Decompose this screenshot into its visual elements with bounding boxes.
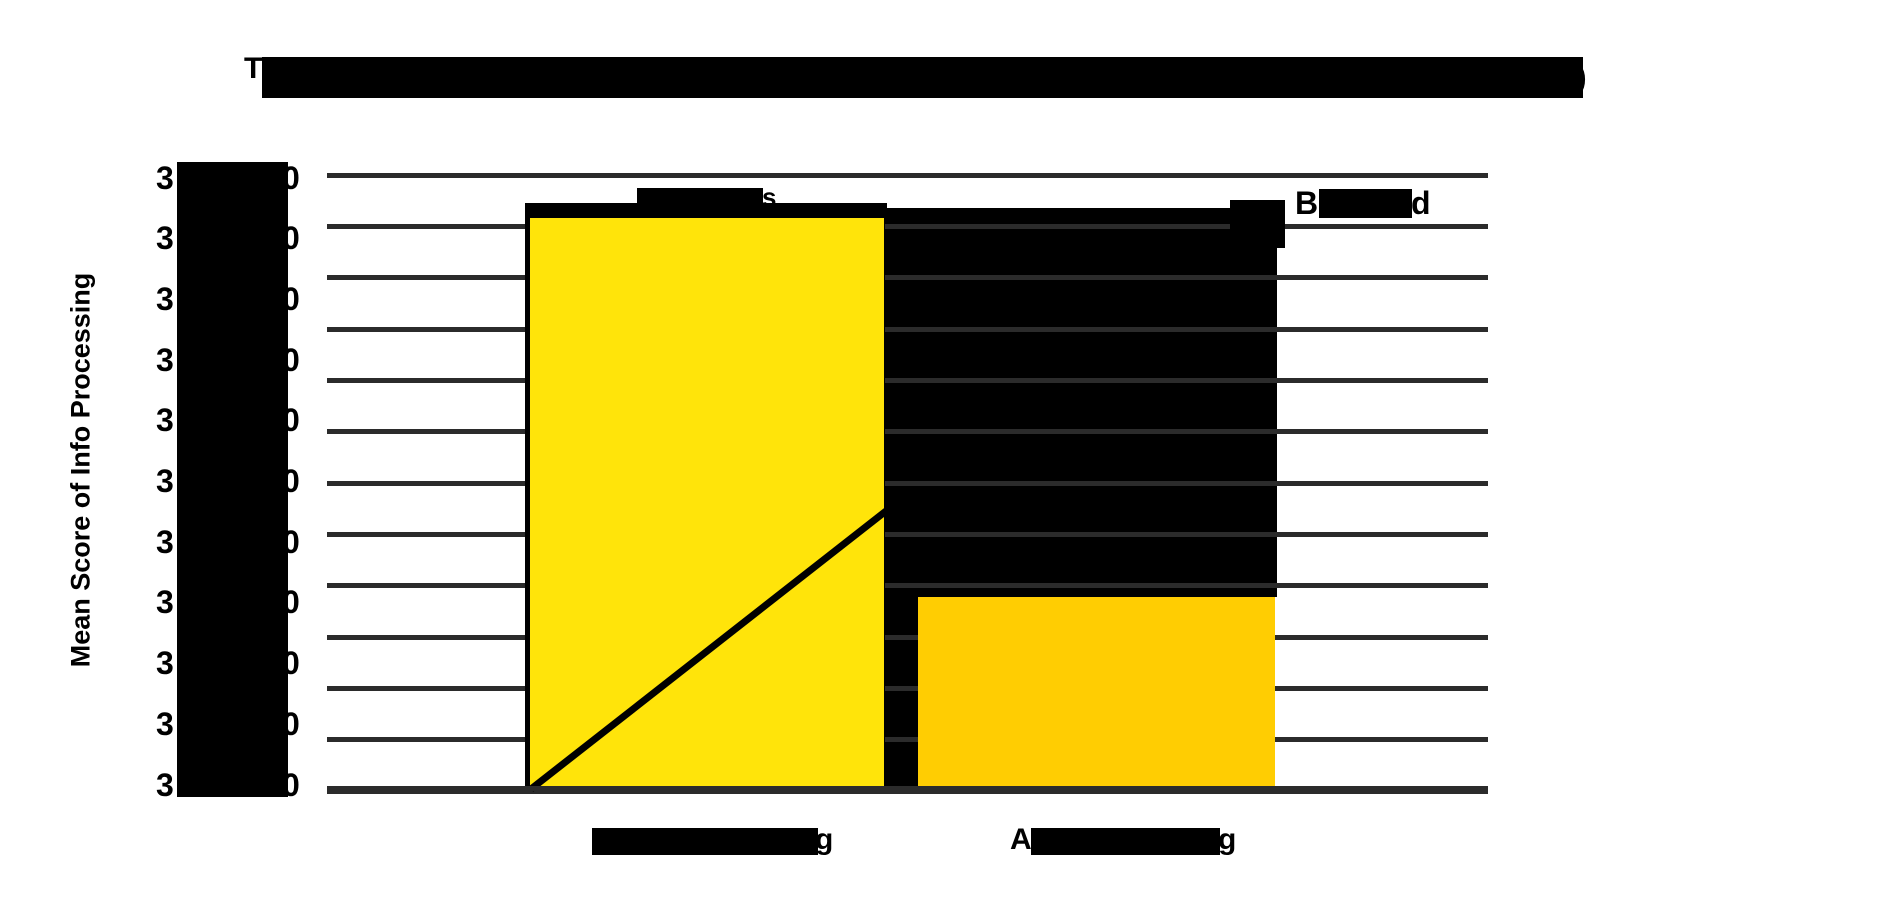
- gridline-over-redaction: [885, 685, 918, 691]
- gridline-over-redaction: [885, 634, 918, 640]
- x-label-left-visible-suffix: g: [815, 823, 834, 856]
- x-label-right-visible-prefix: A: [1010, 823, 1032, 856]
- gridline-over-redaction: [885, 275, 1277, 281]
- x-label-right-visible-suffix: g: [1218, 823, 1237, 856]
- bar-left-yellow: [525, 203, 887, 791]
- x-axis-line: [327, 786, 1488, 791]
- chart-title: T ): [0, 0, 1896, 110]
- title-visible-prefix: T: [244, 52, 263, 85]
- y-tick-visible-prefix: 3: [156, 220, 174, 257]
- legend-swatch: [1230, 200, 1285, 248]
- legend-label-redaction-box: [1319, 189, 1412, 218]
- gridline: [327, 172, 1488, 178]
- x-label-left-redaction-box: [592, 828, 818, 855]
- y-tick-visible-prefix: 3: [156, 523, 174, 560]
- bar-right-redaction-block: [885, 208, 1277, 597]
- y-tick-visible-prefix: 3: [156, 645, 174, 682]
- gridline-over-redaction: [885, 223, 1277, 229]
- x-label-right-redaction-box: [1031, 828, 1220, 855]
- y-tick-visible-prefix: 3: [156, 584, 174, 621]
- y-tick-visible-prefix: 3: [156, 159, 174, 196]
- gridline: [327, 788, 1488, 794]
- y-tick-visible-prefix: 3: [156, 280, 174, 317]
- gridline-over-redaction: [885, 480, 1277, 486]
- legend-label-visible-prefix: B: [1295, 185, 1319, 221]
- y-tick-redaction-box: [177, 162, 288, 797]
- y-tick-visible-prefix: 3: [156, 766, 174, 803]
- bar-gap-redaction-strip: [885, 597, 918, 791]
- gridline-over-redaction: [885, 429, 1277, 435]
- y-tick-visible-prefix: 3: [156, 705, 174, 742]
- y-tick-visible-prefix: 3: [156, 463, 174, 499]
- y-tick-visible-prefix: 3: [156, 402, 174, 439]
- gridline-over-redaction: [885, 737, 918, 743]
- gridline-over-redaction: [885, 583, 1277, 589]
- title-redaction-box: [262, 57, 1583, 98]
- legend-label-visible-suffix: d: [1411, 185, 1431, 221]
- bar-right-gold: [918, 597, 1275, 791]
- gridline-over-redaction: [885, 531, 1277, 537]
- bar-left-label-visible-suffix: s: [762, 182, 777, 212]
- gridline-over-redaction: [885, 377, 1277, 383]
- bar-left-label-redaction-box: [637, 188, 763, 208]
- y-tick-visible-prefix: 3: [156, 341, 174, 378]
- gridline-over-redaction: [885, 326, 1277, 332]
